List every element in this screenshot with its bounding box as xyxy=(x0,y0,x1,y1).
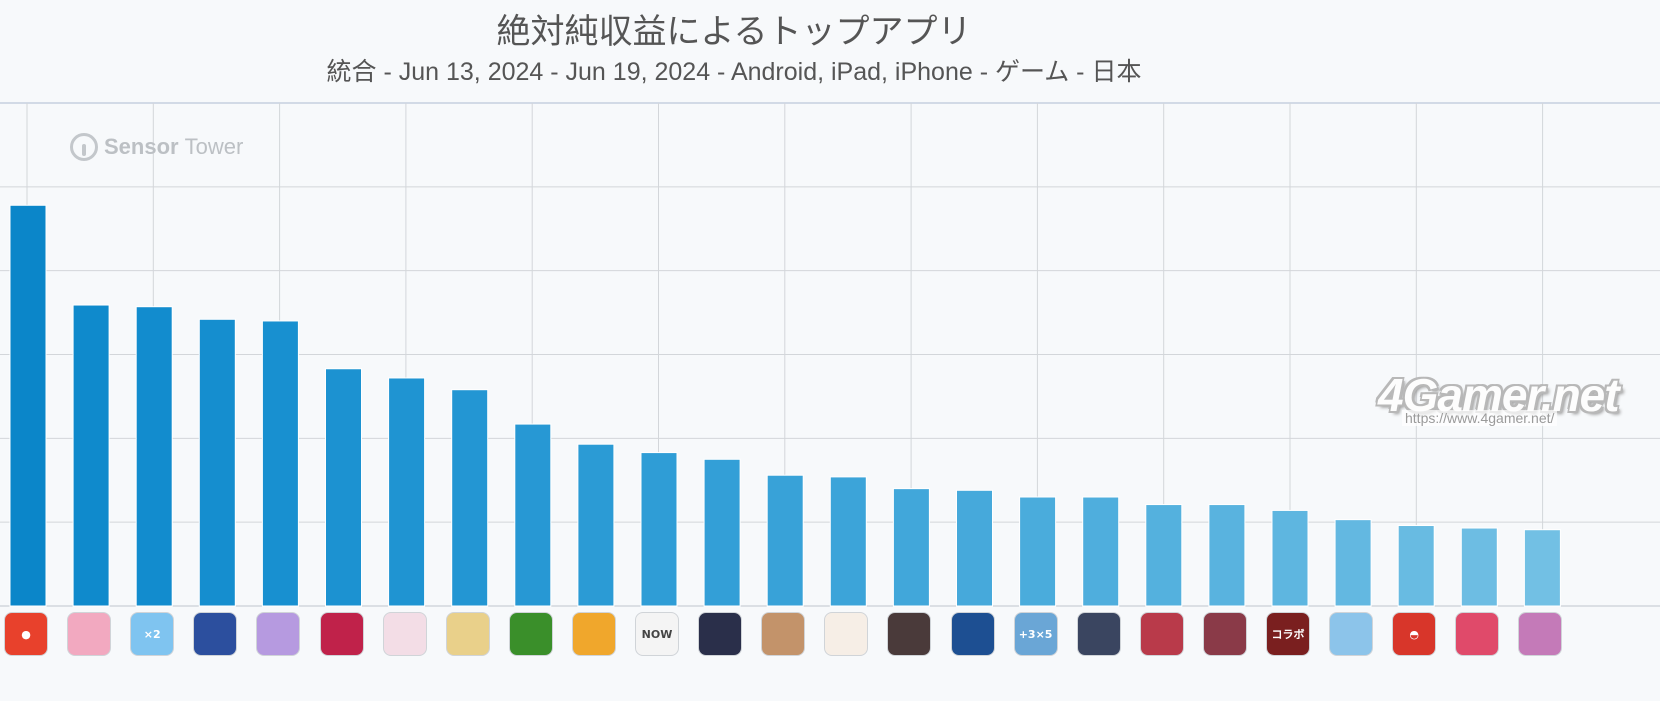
4gamer-url: https://www.4gamer.net/ xyxy=(1402,410,1558,426)
bar-chart xyxy=(0,102,1660,607)
jujutsu-icon[interactable] xyxy=(1139,612,1184,656)
bar-10[interactable] xyxy=(577,443,615,607)
soldier-icon[interactable] xyxy=(761,612,806,656)
fgo-saber-icon[interactable] xyxy=(445,612,490,656)
red-hair-girl-icon[interactable] xyxy=(1202,612,1247,656)
dark-hero-icon[interactable] xyxy=(698,612,743,656)
collab-icon[interactable]: コラボ xyxy=(1266,612,1310,656)
bar-25[interactable] xyxy=(1523,529,1561,607)
sensor-tower-icon xyxy=(70,133,98,161)
chart-subtitle: 統合 - Jun 13, 2024 - Jun 19, 2024 - Andro… xyxy=(326,58,1142,86)
chart-title: 絶対純収益によるトップアプリ xyxy=(496,12,972,52)
konami-team-icon[interactable] xyxy=(887,612,932,656)
bar-17[interactable] xyxy=(1019,496,1057,607)
bar-1[interactable] xyxy=(9,204,47,607)
bar-23[interactable] xyxy=(1397,525,1435,607)
pink-anime-icon[interactable] xyxy=(67,612,112,656)
bar-13[interactable] xyxy=(766,474,804,607)
monster-strike-icon[interactable]: ● xyxy=(4,612,48,656)
puzzle-x2-icon[interactable]: ×2 xyxy=(130,612,175,656)
bar-5[interactable] xyxy=(261,320,299,607)
dragon-icon[interactable] xyxy=(319,612,364,656)
blue-girl-icon[interactable] xyxy=(1329,612,1374,656)
app-icon-row: ● ×2 NOW +3×5 コラボ ◓ xyxy=(0,612,1660,662)
pokeball-icon[interactable]: ◓ xyxy=(1392,612,1437,656)
bar-15[interactable] xyxy=(892,488,930,607)
dark-character-icon[interactable] xyxy=(1076,612,1121,656)
globe-icon[interactable] xyxy=(950,612,995,656)
bar-4[interactable] xyxy=(198,318,236,607)
royal-match-icon[interactable] xyxy=(571,612,616,656)
baseball-players-icon[interactable] xyxy=(193,612,238,656)
now-logo-icon[interactable]: NOW xyxy=(635,612,679,656)
purple-girl-icon[interactable] xyxy=(1518,612,1563,656)
bar-22[interactable] xyxy=(1334,519,1372,607)
uma-musume-icon[interactable] xyxy=(256,612,301,656)
bar-6[interactable] xyxy=(325,368,362,607)
sensor-tower-logo: Sensor Tower xyxy=(70,133,243,161)
genshin-paimon-icon[interactable] xyxy=(824,612,869,656)
bar-2[interactable] xyxy=(72,304,110,607)
bar-11[interactable] xyxy=(640,452,678,607)
bar-20[interactable] xyxy=(1208,504,1246,607)
plus-three-x-five-icon[interactable]: +3×5 xyxy=(1013,612,1058,656)
sensor-tower-text-bold: Sensor xyxy=(104,134,179,159)
bar-24[interactable] xyxy=(1460,527,1498,607)
sensor-tower-text-light: Tower xyxy=(184,134,244,159)
magic-idol-icon[interactable] xyxy=(1455,612,1500,656)
bar-3[interactable] xyxy=(135,306,173,607)
bar-8[interactable] xyxy=(451,389,489,607)
bar-21[interactable] xyxy=(1271,509,1309,607)
bar-12[interactable] xyxy=(703,458,741,607)
white-hair-girl-icon[interactable] xyxy=(382,612,427,656)
bar-18[interactable] xyxy=(1082,496,1120,607)
chart-bars xyxy=(9,204,1561,607)
bar-9[interactable] xyxy=(514,423,552,607)
bar-19[interactable] xyxy=(1145,504,1183,607)
bar-14[interactable] xyxy=(829,476,867,607)
mushroom-game-icon[interactable] xyxy=(508,612,553,656)
bar-16[interactable] xyxy=(956,489,993,607)
bar-7[interactable] xyxy=(388,377,426,607)
